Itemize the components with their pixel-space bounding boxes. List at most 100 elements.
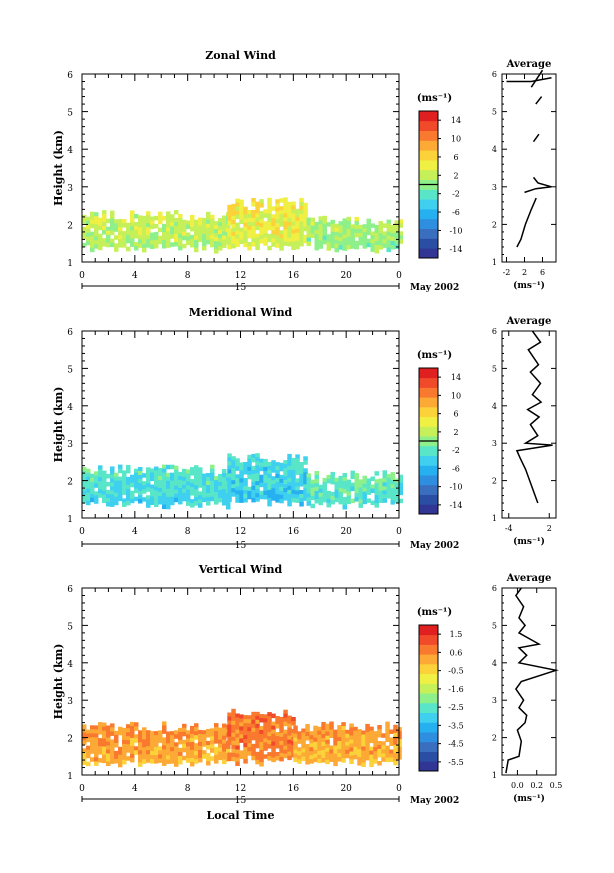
heatmap-cell [310,491,315,497]
heatmap-cell [227,244,232,250]
heatmap-cell [110,218,115,224]
heatmap-cell [198,757,203,763]
heatmap-cell [251,489,256,495]
heatmap-cell [90,729,95,734]
heatmap-cell [369,734,374,740]
heatmap-cell [102,486,107,492]
heatmap-cell [271,496,276,501]
heatmap-cell [275,736,280,741]
heatmap-cell [235,494,240,499]
y-tick-label: 2 [67,478,73,488]
heatmap-cell [330,243,335,249]
heatmap-cell [247,474,252,480]
heatmap-cell [346,216,351,222]
heatmap-cell [271,238,276,243]
heatmap-cell [275,462,280,467]
heatmap-cell [377,733,382,738]
heatmap-cell [354,489,359,494]
heatmap-cell [251,198,256,203]
heatmap-cell [122,231,127,236]
heatmap-cell [166,739,171,744]
heatmap-cell [353,730,358,736]
heatmap-cell [174,742,179,747]
heatmap-cell [178,735,183,741]
heatmap-cell [382,470,387,475]
heatmap-cell [329,745,334,750]
heatmap-cell [138,475,143,480]
heatmap-cell [158,239,163,245]
heatmap-cell [287,501,292,507]
heatmap-cell [239,462,244,467]
heatmap-cell [259,223,264,228]
heatmap-cell [158,227,163,233]
heatmap-cell [235,721,240,726]
heatmap-cell [214,249,219,254]
heatmap-cell [295,224,300,230]
heatmap-cell [293,741,298,747]
heatmap-cell [271,733,276,739]
heatmap-cell [162,492,167,498]
heatmap-cell [82,499,87,504]
heatmap-cell [369,750,374,756]
heatmap-cell [130,498,135,504]
heatmap-cell [126,468,131,474]
heatmap-cell [170,747,175,752]
heatmap-cell [82,495,87,500]
heatmap-cell [334,493,339,499]
heatmap-cell [226,505,231,510]
heatmap-cell [301,736,306,741]
heatmap-cell [263,470,268,476]
heatmap-cell [82,475,87,480]
heatmap-cell [202,497,207,503]
heatmap-cell [346,244,351,250]
heatmap-cell [291,205,296,210]
heatmap-cell [102,218,107,223]
heatmap-cell [314,229,319,235]
heatmap-cell [334,227,339,233]
heatmap-cell [110,230,115,236]
heatmap-cell [231,460,236,465]
heatmap-cell [291,221,296,226]
heatmap-cell [190,749,195,755]
heatmap-cell [334,235,339,241]
heatmap-cell [397,731,402,736]
heatmap-cell [106,230,111,236]
heatmap-cell [154,739,159,744]
heatmap-cell [243,743,248,748]
heatmap-cell [373,759,378,764]
heatmap-cell [218,226,223,231]
heatmap-cell [110,751,115,756]
heatmap-cell [190,503,195,508]
heatmap-cell [162,240,167,245]
heatmap-cell [322,489,327,495]
colorbar-swatch [419,169,438,180]
heatmap-cell [98,485,103,490]
heatmap-cell [206,227,211,233]
heatmap-cell [386,223,391,229]
heatmap-cell [374,237,379,242]
heatmap-cell [102,238,107,243]
heatmap-cell [291,493,296,499]
heatmap-cell [287,241,292,247]
heatmap-cell [267,497,272,503]
heatmap-cell [255,735,260,741]
heatmap-cell [82,479,87,484]
heatmap-cell [218,739,223,745]
heatmap-cell [174,242,179,247]
heatmap-cell [130,494,135,500]
heatmap-cell [263,494,268,500]
heatmap-cell [182,731,187,737]
heatmap-cell [122,474,127,479]
heatmap-cell [190,491,195,496]
heatmap-cell [126,756,131,761]
heatmap-cell [170,488,175,494]
heatmap-cell [247,739,252,744]
heatmap-cell [334,247,339,253]
heatmap-cell [287,477,292,483]
heatmap-cell [358,495,363,500]
heatmap-cell [322,231,327,237]
heatmap-cell [174,222,179,227]
heatmap-cell [362,487,367,493]
heatmap-cell [198,495,203,500]
heatmap-cell [170,476,175,482]
